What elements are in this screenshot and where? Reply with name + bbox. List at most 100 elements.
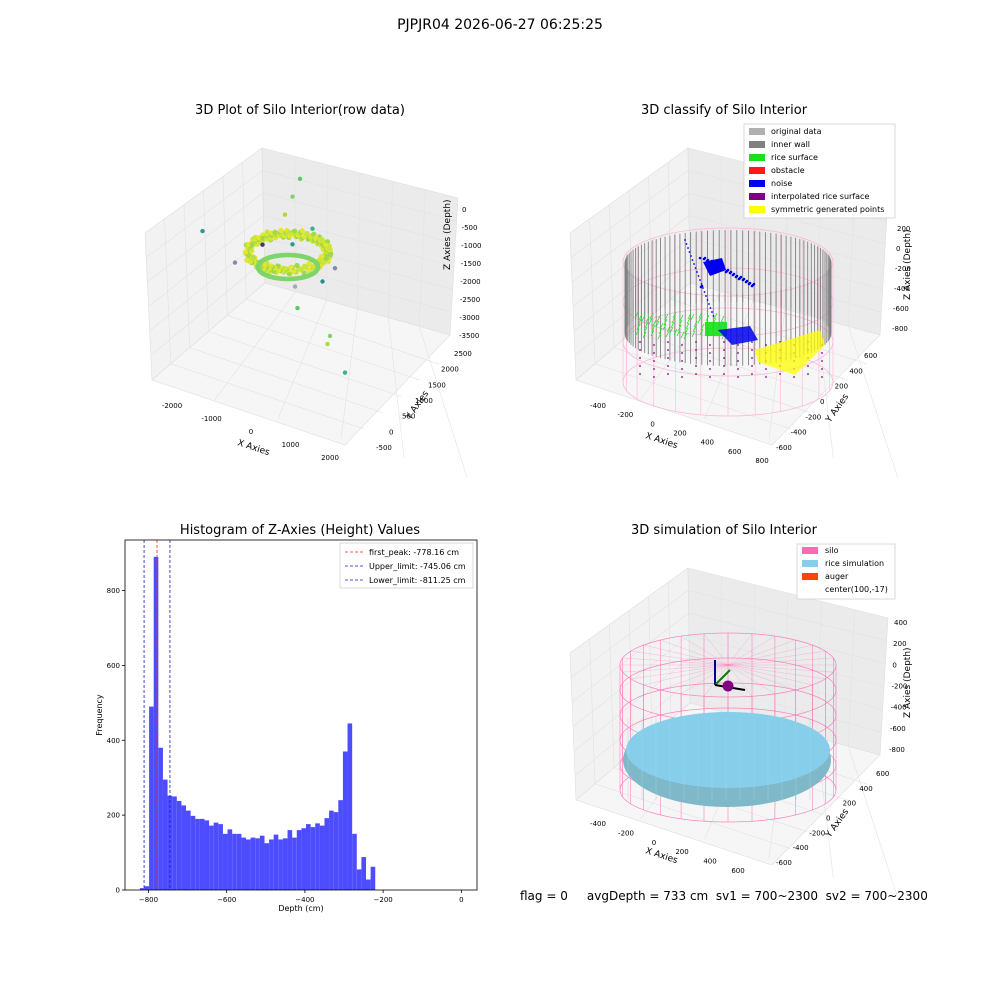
rice-surface-mark [687, 312, 692, 320]
grid-line [651, 315, 849, 381]
noise-point [748, 281, 752, 285]
silo-wire-spoke [727, 664, 753, 697]
x-tick-label: 400 [701, 439, 714, 447]
rice-surface-mark [643, 326, 648, 334]
rice-surface-mark [684, 327, 689, 335]
interpolated-point [681, 344, 683, 346]
silo-wire-spoke [727, 657, 834, 666]
z-axis-label: Z Axies (Depth) [443, 199, 453, 270]
interpolated-point [723, 341, 725, 343]
grid-line [704, 300, 754, 420]
y-tick-label: 1000 [415, 397, 433, 405]
rice-surface-mark [698, 311, 703, 319]
grid-line [594, 363, 792, 430]
raw-3d-plot: -2000-1000010002000-50005001000150020002… [144, 147, 481, 478]
outlier-point [297, 176, 303, 181]
outlier-point [292, 284, 298, 289]
outlier-point [325, 341, 330, 347]
rice-surface-mark [648, 317, 653, 325]
rice-surface-mark [651, 324, 656, 332]
silo-wire-spoke [727, 664, 826, 680]
interpolated-point [821, 360, 823, 362]
noise-point [700, 283, 703, 285]
noise-point [706, 258, 710, 262]
x-tick-label: -1000 [201, 415, 221, 423]
interpolated-point [807, 373, 809, 375]
auger-axis-y [714, 669, 731, 686]
rice-surface-mark [693, 320, 698, 328]
y-tick-label: 800 [107, 587, 120, 595]
histogram-bar [315, 823, 320, 890]
x-tick-label: 600 [731, 867, 744, 875]
x-tick-label: 1000 [282, 441, 300, 449]
silo-wire-spoke [727, 650, 826, 666]
grid-line [189, 347, 383, 413]
interpolated-point [751, 357, 753, 359]
center-marker [722, 680, 734, 692]
histogram-bar [246, 839, 251, 890]
histogram-bar [301, 828, 307, 890]
outlier-point [282, 212, 288, 217]
x-tick-label: 0 [459, 896, 463, 904]
interpolated-point [653, 352, 655, 354]
histogram-bar [282, 838, 288, 890]
interpolated-point [681, 360, 683, 362]
ring-point [323, 256, 329, 262]
rice-surface-mark [649, 312, 654, 320]
noise-point [739, 275, 743, 279]
rice-surface-mark [662, 323, 667, 331]
x-tick-label: 0 [249, 428, 253, 436]
outlier-point [327, 333, 333, 339]
legend-label: Upper_limit: -745.06 cm [369, 562, 466, 571]
symmetric-points [755, 330, 825, 375]
legend-label: inner wall [771, 140, 810, 149]
interpolated-point [667, 357, 669, 359]
rice-surface-mark [678, 319, 683, 327]
ring-point [326, 245, 332, 251]
y-axis-label: Y Axies [824, 807, 852, 840]
outlier-point [342, 370, 348, 375]
rice-surface-mark [645, 316, 650, 324]
silo-wire-spoke [630, 664, 729, 680]
ring-point [278, 227, 284, 234]
z-tick-label: -800 [889, 746, 905, 754]
tick-labels: -400-2000200400600800-600-400-2000200400… [590, 225, 911, 465]
histogram-bar [172, 796, 177, 890]
z-tick-label: 0 [462, 206, 466, 214]
noise-point [752, 282, 756, 286]
legend: first_peak: -778.16 cm Upper_limit: -745.… [339, 542, 474, 589]
plot1-title: 3D Plot of Silo Interior(row data) [195, 103, 405, 118]
ring-point [321, 260, 327, 266]
y-tick-label: 1500 [428, 381, 446, 389]
rice-surface-mark [652, 319, 657, 327]
y-axis-label: Y Axies [404, 389, 432, 422]
z-tick-label: -800 [892, 325, 908, 333]
interpolated-point [737, 368, 739, 370]
interpolated-point [751, 373, 753, 375]
interpolated-point [765, 368, 767, 370]
grid-line [594, 783, 792, 850]
outlier-point [290, 194, 295, 199]
grid-line [277, 300, 327, 420]
ring-point [299, 228, 305, 234]
noise-point [703, 256, 707, 260]
interpolated-point [779, 373, 781, 375]
silo-wire-spoke [660, 664, 729, 691]
histogram-bar [310, 827, 316, 890]
interpolated-point [821, 352, 823, 354]
noise-point [684, 239, 686, 241]
histogram-bar [269, 839, 274, 890]
histogram-bar [333, 812, 339, 890]
histogram-bar [347, 723, 353, 890]
outlier-point [290, 242, 295, 247]
grid-line [768, 308, 786, 439]
plot2-title: 3D classify of Silo Interior [640, 103, 808, 118]
histogram-bar [162, 779, 168, 890]
x-tick-label: 600 [728, 448, 741, 456]
ring-point [328, 251, 334, 258]
ring-point [315, 263, 321, 269]
silo-wire-spoke [727, 633, 753, 666]
outlier-point [260, 242, 265, 247]
histogram-bar [153, 556, 159, 890]
x-tick-label: 400 [703, 858, 716, 866]
